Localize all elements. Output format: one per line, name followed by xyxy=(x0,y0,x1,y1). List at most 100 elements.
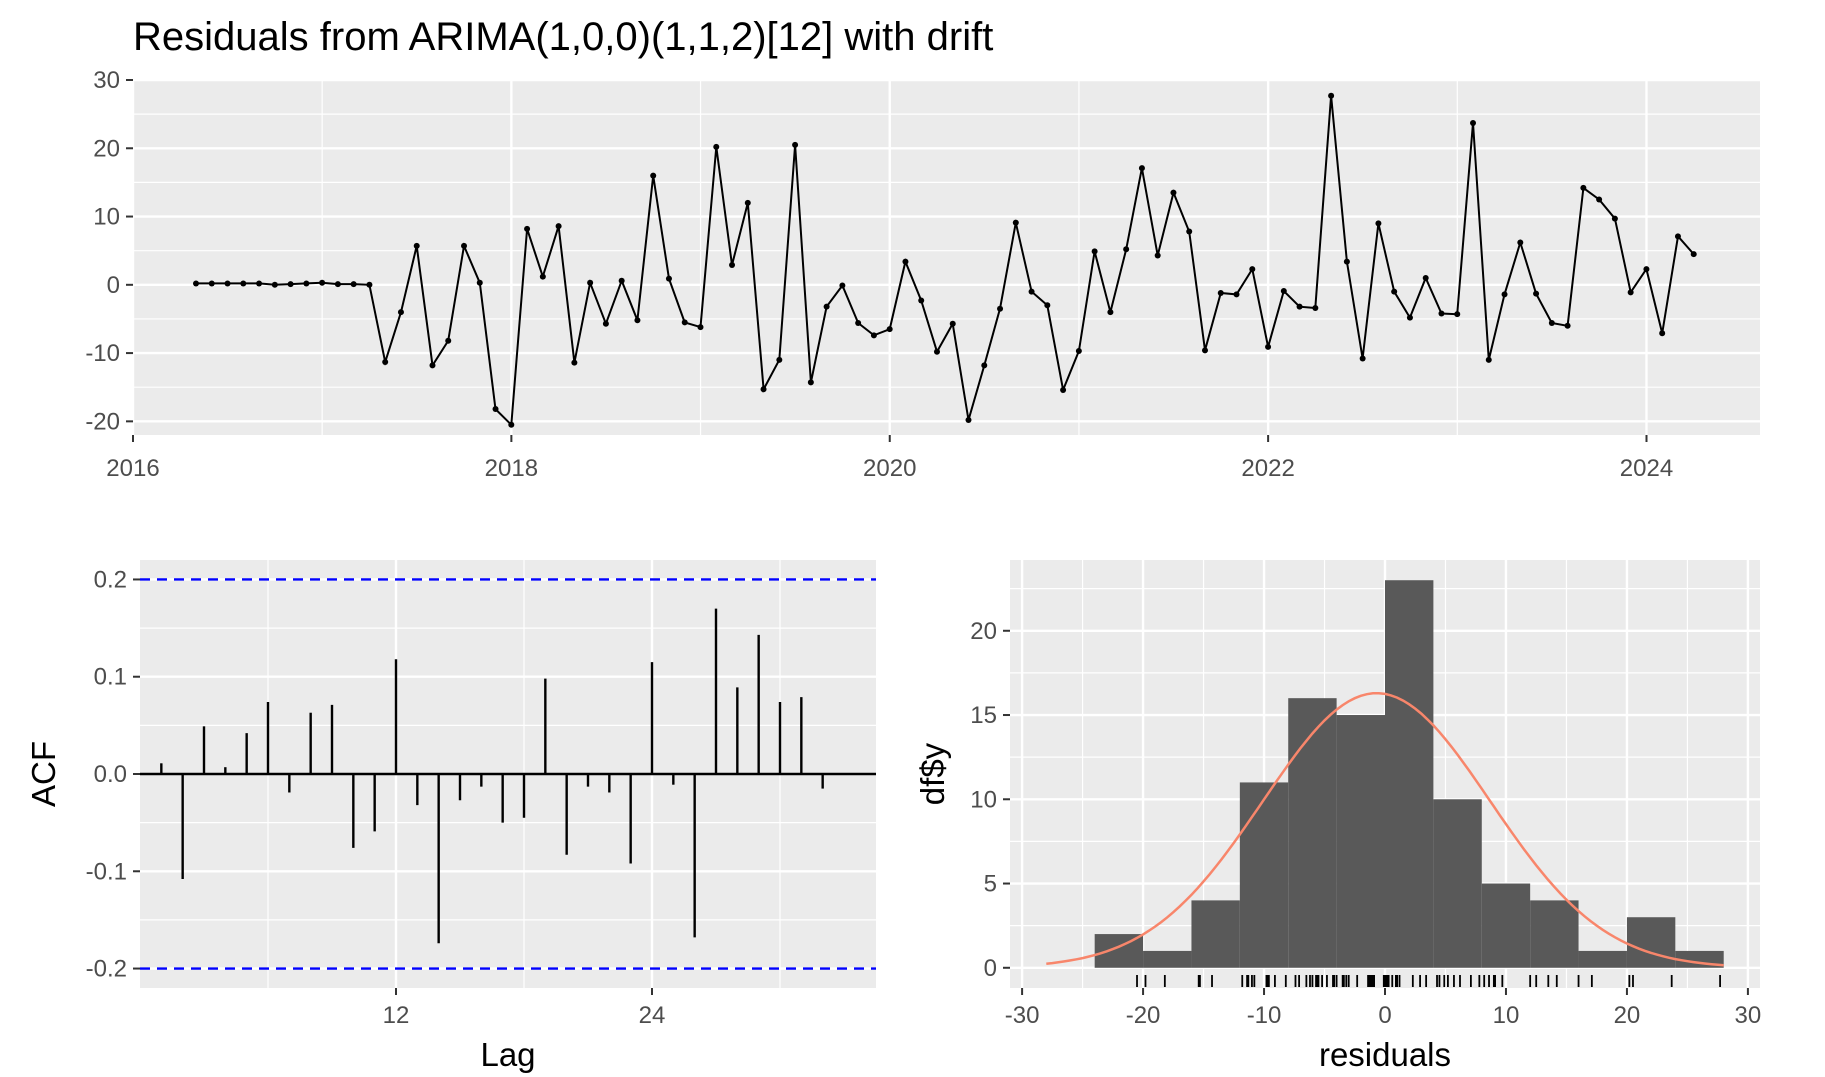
residual-point xyxy=(461,242,468,249)
residual-point xyxy=(303,280,310,287)
residual-point xyxy=(1533,290,1540,297)
x-tick-label: 2020 xyxy=(863,455,916,482)
histogram-bar xyxy=(1578,950,1627,968)
y-axis-ticks: 20 15 10 5 0 xyxy=(970,618,1010,982)
residual-point xyxy=(1564,322,1571,329)
x-tick-label: 2016 xyxy=(106,455,159,482)
confidence-bounds xyxy=(140,578,876,970)
residual-point xyxy=(208,280,215,287)
residual-point xyxy=(1280,287,1287,294)
residual-point xyxy=(1517,239,1524,246)
residual-time-series-panel: 2016 2018 2020 2022 2024 30 20 10 0 -10 -20 xyxy=(85,67,1760,482)
residual-point xyxy=(1375,220,1382,227)
acf-bars xyxy=(160,608,824,944)
y-tick-label: -0.1 xyxy=(86,858,127,885)
y-axis-title: df$y xyxy=(914,742,951,805)
residual-point xyxy=(1233,291,1240,298)
residual-point xyxy=(256,280,263,287)
residual-point xyxy=(681,319,688,326)
residual-point xyxy=(1659,330,1666,337)
residual-point xyxy=(445,337,452,344)
residual-point xyxy=(319,279,326,286)
x-axis-ticks: 2016 2018 2020 2022 2024 xyxy=(106,435,1673,482)
residual-point xyxy=(1154,252,1161,259)
y-tick-label: 0.1 xyxy=(94,664,127,691)
residual-point xyxy=(760,386,767,393)
residual-point xyxy=(744,199,751,206)
residual-point xyxy=(1060,386,1067,393)
y-tick-label: -20 xyxy=(85,408,120,435)
residual-point xyxy=(1265,343,1272,350)
residual-point xyxy=(997,305,1004,312)
residual-point xyxy=(1343,258,1350,265)
y-tick-label: 0 xyxy=(107,272,120,299)
x-tick-label: 0 xyxy=(1378,1002,1391,1029)
residual-point xyxy=(823,303,830,310)
histogram-bar xyxy=(1433,799,1482,968)
residual-point xyxy=(1107,309,1114,316)
residual-point xyxy=(933,348,940,355)
residual-point xyxy=(524,225,531,232)
residual-point xyxy=(366,281,373,288)
residual-point xyxy=(776,356,783,363)
residual-point xyxy=(839,282,846,289)
residual-point xyxy=(1674,233,1681,240)
x-axis-ticks: 12 24 xyxy=(383,988,665,1029)
x-tick-label: 2018 xyxy=(485,455,538,482)
residual-point xyxy=(1028,288,1035,295)
acf-panel: 12 24 0.2 0.1 0.0 -0.1 -0.2 Lag ACF xyxy=(25,560,876,1073)
residual-point xyxy=(1359,355,1366,362)
y-axis-ticks: 0.2 0.1 0.0 -0.1 -0.2 xyxy=(86,566,140,983)
x-tick-label: -30 xyxy=(1005,1002,1040,1029)
residual-point xyxy=(350,281,357,288)
x-axis-title: residuals xyxy=(1319,1036,1451,1073)
residual-point xyxy=(1312,305,1319,312)
histogram-panel: -30 -20 -10 0 10 20 30 20 15 10 5 0 residuals df$y xyxy=(914,560,1761,1073)
residual-point xyxy=(476,279,483,286)
residual-point xyxy=(1186,228,1193,235)
residual-point xyxy=(287,281,294,288)
residual-point xyxy=(271,281,278,288)
normal-density-curve xyxy=(1046,691,1724,967)
histogram-bar xyxy=(1143,950,1192,968)
residual-point xyxy=(792,141,799,148)
y-tick-label: -10 xyxy=(85,340,120,367)
y-tick-label: 0.2 xyxy=(94,566,127,593)
rug-marks xyxy=(1136,975,1721,987)
residual-point xyxy=(571,359,578,366)
x-tick-label: 12 xyxy=(383,1002,410,1029)
residual-point xyxy=(1296,303,1303,310)
x-tick-label: -20 xyxy=(1126,1002,1161,1029)
y-tick-label: 5 xyxy=(984,871,997,898)
residual-point xyxy=(1580,184,1587,191)
y-axis-title: ACF xyxy=(25,741,62,807)
residual-point xyxy=(1328,92,1335,99)
residual-point xyxy=(902,258,909,265)
residual-point xyxy=(981,362,988,369)
residual-point xyxy=(886,326,893,333)
residual-point xyxy=(965,416,972,423)
residual-point xyxy=(1422,274,1429,281)
y-tick-label: 0.0 xyxy=(94,761,127,788)
y-tick-label: -0.2 xyxy=(86,956,127,983)
residual-point xyxy=(1249,266,1256,273)
residual-point xyxy=(429,362,436,369)
residual-point xyxy=(539,273,546,280)
residual-point xyxy=(697,324,704,331)
residual-point xyxy=(870,332,877,339)
residual-point xyxy=(1075,348,1082,355)
residual-point xyxy=(918,297,925,304)
residual-point xyxy=(1485,356,1492,363)
residual-point xyxy=(1201,347,1208,354)
residual-point xyxy=(1596,196,1603,203)
histogram-bar xyxy=(1336,715,1385,968)
residual-point xyxy=(508,421,515,428)
y-tick-label: 0 xyxy=(984,955,997,982)
residual-point xyxy=(492,406,499,413)
x-tick-label: 2024 xyxy=(1620,455,1673,482)
residual-point xyxy=(618,277,625,284)
histogram-bars xyxy=(1094,580,1724,968)
residual-point xyxy=(1643,266,1650,273)
x-tick-label: 30 xyxy=(1735,1002,1762,1029)
residual-point xyxy=(1138,165,1145,172)
